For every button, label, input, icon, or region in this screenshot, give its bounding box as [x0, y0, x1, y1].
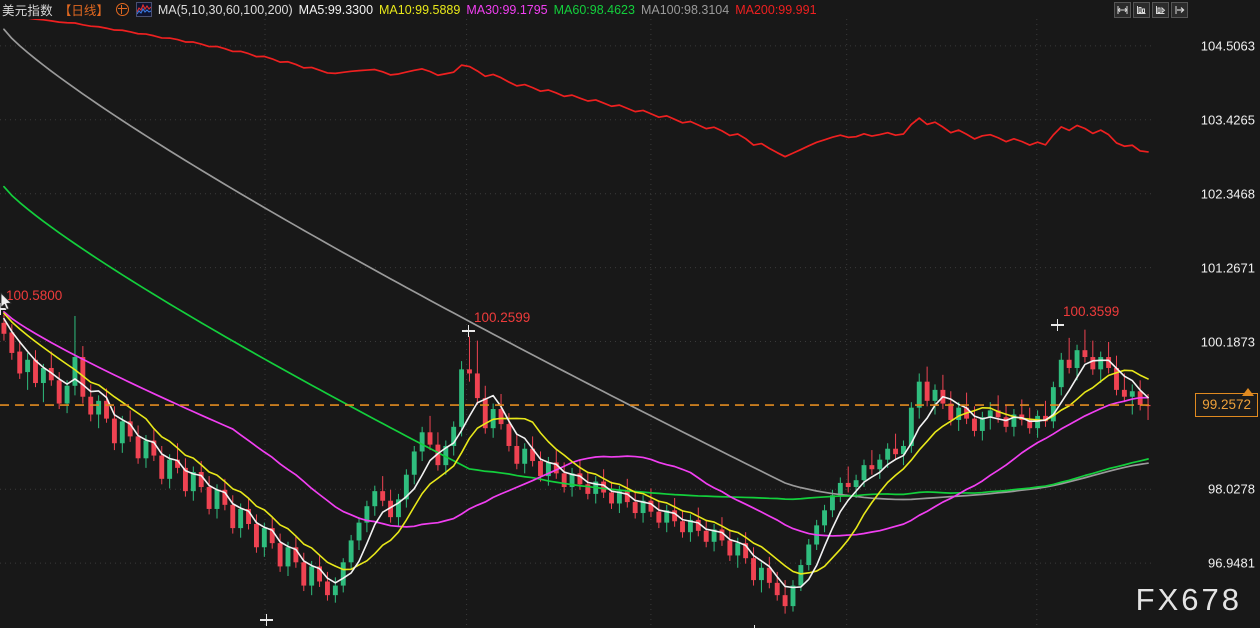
price-axis-label: 102.3468: [1200, 186, 1255, 202]
ma-definition-label: MA(5,10,30,60,100,200): [157, 2, 293, 17]
price-axis-label: 98.0278: [1208, 481, 1255, 497]
indicator-chart-icon[interactable]: [135, 2, 152, 17]
chart-legend-bar: 美元指数 【日线】 MA(5,10,30,60,100,200) MA5:99.…: [0, 0, 1260, 19]
symbol-period: 【日线】: [58, 4, 109, 18]
price-axis-label: 96.9481: [1208, 555, 1255, 571]
price-axis-label: 101.2671: [1200, 260, 1255, 276]
chart-toolbar: [1114, 2, 1188, 18]
price-axis-label: 103.4265: [1200, 112, 1255, 128]
ma10-value: MA10:99.5889: [379, 2, 461, 17]
ma60-value: MA60:98.4623: [553, 2, 635, 17]
ma200-value: MA200:99.991: [735, 2, 817, 17]
chart-gridlines: [0, 19, 1152, 628]
crosshair-circle-icon[interactable]: [115, 3, 129, 16]
fit-chart-icon[interactable]: [1114, 2, 1131, 18]
align-left-icon[interactable]: [1133, 2, 1150, 18]
price-axis-label: 100.1873: [1200, 334, 1255, 349]
ma5-value: MA5:99.3300: [298, 2, 374, 17]
align-right-icon[interactable]: [1152, 2, 1169, 18]
price-axis-label: 104.5063: [1200, 38, 1255, 54]
price-chart-svg: [0, 19, 1152, 628]
ma30-value: MA30:99.1795: [466, 2, 548, 17]
candlestick-plot-area[interactable]: [0, 19, 1152, 628]
symbol-name: 美元指数: [2, 4, 53, 18]
last-price-tag[interactable]: 99.2572: [1195, 393, 1258, 418]
moving-average-lines: [3, 19, 1149, 589]
last-price-arrow-icon: [1242, 388, 1254, 397]
price-axis[interactable]: 104.5063 103.4265 102.3468 101.2671 100.1873…: [1152, 0, 1260, 628]
scroll-to-end-icon[interactable]: [1171, 2, 1188, 18]
ma100-value: MA100:98.3104: [640, 2, 730, 17]
